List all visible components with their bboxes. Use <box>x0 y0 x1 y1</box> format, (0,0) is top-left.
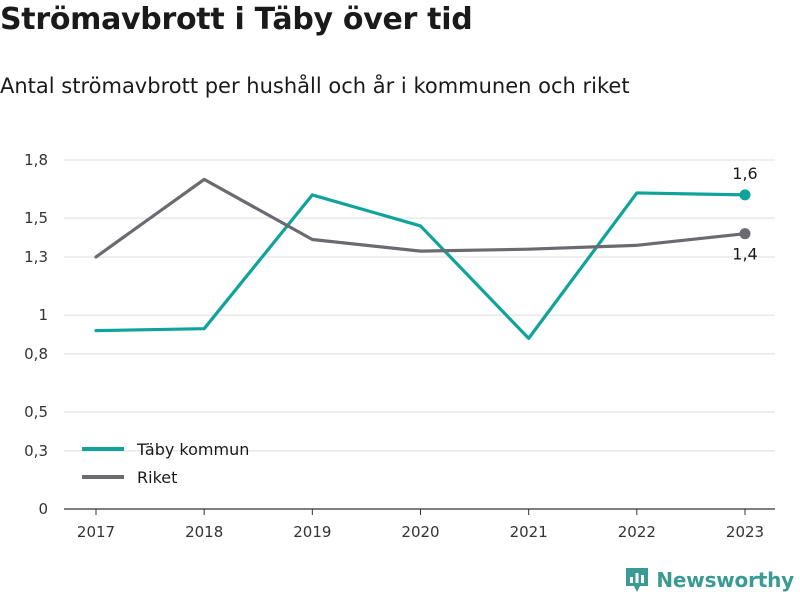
x-tick-label: 2019 <box>293 523 331 541</box>
gridlines <box>64 159 775 452</box>
y-axis: 0 0,3 0,5 0,8 1 1,3 1,5 1,8 <box>24 151 48 518</box>
legend-label: Riket <box>137 468 177 487</box>
data-label: 1,4 <box>732 245 757 264</box>
x-tick-label: 2023 <box>726 523 764 541</box>
y-tick-label: 1,5 <box>24 209 48 227</box>
y-tick-label: 0,3 <box>24 442 48 460</box>
legend: Täby kommun Riket <box>82 440 249 487</box>
y-tick-label: 0,8 <box>24 345 48 363</box>
y-tick-label: 1,3 <box>24 248 48 266</box>
brand-name: Newsworthy <box>656 568 794 592</box>
series-line <box>94 191 747 340</box>
brand-logo: Newsworthy <box>624 566 794 594</box>
y-tick-label: 0 <box>38 500 48 518</box>
series-line <box>94 177 747 259</box>
y-tick-label: 0,5 <box>24 403 48 421</box>
newsworthy-logo-icon <box>626 568 649 592</box>
x-tick-label: 2022 <box>618 523 656 541</box>
line-chart: 0 0,3 0,5 0,8 1 1,3 1,5 1,8 2017 2018 2019 2020 202… <box>24 151 775 541</box>
chart-title: Strömavbrott i Täby över tid <box>0 2 473 37</box>
x-tick-label: 2021 <box>510 523 548 541</box>
x-tick-label: 2020 <box>401 523 439 541</box>
x-tick-label: 2018 <box>185 523 223 541</box>
data-label: 1,6 <box>732 164 757 183</box>
y-tick-label: 1,8 <box>24 151 48 169</box>
x-axis: 2017 2018 2019 2020 2021 2022 2023 <box>64 508 775 541</box>
series-end-point <box>739 228 751 240</box>
series-end-point <box>739 189 751 201</box>
y-tick-label: 1 <box>38 306 48 324</box>
chart-subtitle: Antal strömavbrott per hushåll och år i … <box>0 74 630 98</box>
legend-label: Täby kommun <box>136 440 249 459</box>
x-tick-label: 2017 <box>77 523 115 541</box>
series-lines: 1,6 1,4 <box>94 164 758 340</box>
